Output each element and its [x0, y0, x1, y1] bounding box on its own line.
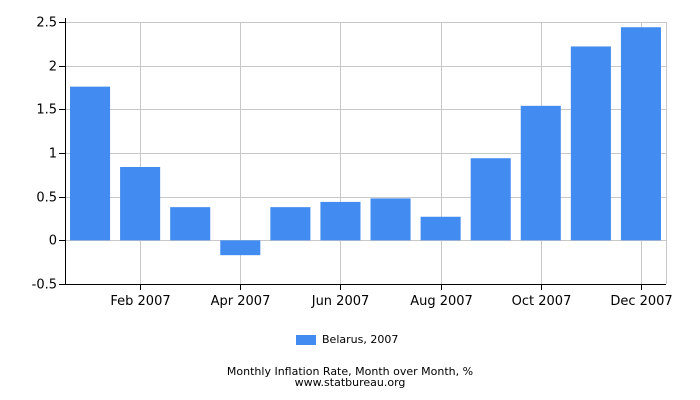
bar-jun-2007 [320, 201, 361, 241]
y-tick-label: 2.5 [36, 16, 57, 31]
y-tick-label: -0.5 [32, 278, 57, 293]
x-tick-label: Apr 2007 [211, 294, 271, 309]
x-tick-label: Aug 2007 [410, 294, 473, 309]
bar-mar-2007 [170, 207, 211, 241]
bar-oct-2007 [520, 105, 561, 241]
y-tick-label: 0 [49, 234, 57, 249]
bars [70, 27, 661, 256]
y-tick-label: 2 [49, 60, 57, 75]
y-tick-label: 0.5 [36, 191, 57, 206]
bar-nov-2007 [570, 46, 611, 241]
legend-label: Belarus, 2007 [322, 333, 399, 346]
bar-apr-2007 [220, 240, 261, 256]
x-tick-label: Dec 2007 [610, 294, 672, 309]
x-tick-label: Jun 2007 [311, 294, 370, 309]
chart-source: www.statbureau.org [294, 376, 406, 389]
tick-labels: -0.5 0 0.5 1 1.5 2 2.5 Feb 2007 Apr 2007 Jun 2007… [32, 16, 673, 310]
y-tick-label: 1.5 [36, 103, 57, 118]
legend-swatch [296, 334, 316, 345]
bar-feb-2007 [120, 166, 161, 241]
bar-jan-2007 [70, 86, 111, 241]
bar-aug-2007 [420, 216, 461, 241]
x-tick-label: Feb 2007 [110, 294, 170, 309]
bar-jul-2007 [370, 198, 411, 241]
bar-sep-2007 [470, 158, 511, 241]
y-tick-label: 1 [49, 147, 57, 162]
bar-may-2007 [270, 207, 311, 241]
chart-title: Monthly Inflation Rate, Month over Month… [226, 365, 474, 378]
axes [59, 18, 666, 290]
bar-dec-2007 [620, 27, 661, 241]
x-tick-label: Oct 2007 [512, 294, 572, 309]
legend: Belarus, 2007 [296, 333, 398, 346]
